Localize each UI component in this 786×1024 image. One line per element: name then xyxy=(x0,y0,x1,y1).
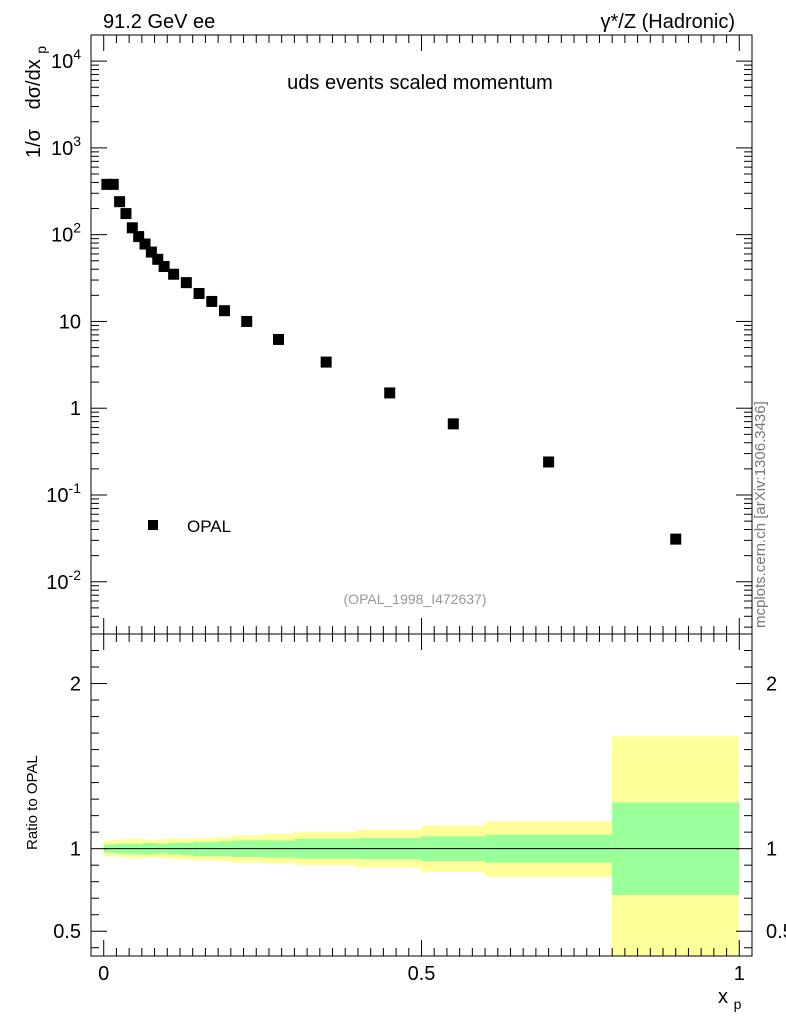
x-tick-label: 0.5 xyxy=(408,963,436,985)
y-tick-label: 104 xyxy=(51,46,81,73)
ratio-y-tick-label-left: 1 xyxy=(70,839,81,861)
main-panel-ticks: 10-2 10-1 1 10 102 103 104 xyxy=(46,34,752,634)
data-point xyxy=(133,231,145,243)
data-point xyxy=(139,238,151,250)
plot-title: uds events scaled momentum xyxy=(287,72,553,94)
side-label: mcplots.cern.ch [arXiv:1306.3436] xyxy=(752,401,769,628)
x-tick-label: 1 xyxy=(734,963,745,985)
y-label-part-a: 1/σ xyxy=(23,128,45,158)
main-panel-frame xyxy=(90,34,753,635)
ratio-y-tick-label-left: 0.5 xyxy=(53,921,81,943)
main-panel: 10-2 10-1 1 10 102 103 104 uds events scaled m… xyxy=(46,34,753,635)
data-point xyxy=(120,208,132,220)
data-point xyxy=(107,178,119,190)
legend-label: OPAL xyxy=(187,517,231,536)
data-point xyxy=(168,268,180,280)
header-left: 91.2 GeV ee xyxy=(103,11,215,33)
data-point xyxy=(218,305,230,317)
data-point xyxy=(145,246,157,258)
data-point xyxy=(670,533,682,545)
ratio-panel: 0.5 0.5 1 1 2 2 0 0.5 1 xyxy=(53,633,786,985)
ratio-bands xyxy=(103,736,740,956)
x-label-main: x xyxy=(718,986,728,1008)
ratio-panel-ticks: 0.5 0.5 1 1 2 2 0 0.5 1 xyxy=(53,634,786,985)
data-point xyxy=(206,295,218,307)
data-point xyxy=(384,387,396,399)
x-label-sub: p xyxy=(734,996,742,1012)
ratio-y-label: Ratio to OPAL xyxy=(24,755,41,850)
data-point xyxy=(126,222,138,234)
legend-marker xyxy=(148,520,158,530)
data-point xyxy=(101,178,113,190)
header-right: γ*/Z (Hadronic) xyxy=(601,11,735,33)
main-y-axis-label: 1/σ dσ/dx p xyxy=(23,46,49,158)
ratio-y-tick-label-left: 2 xyxy=(70,674,81,696)
legend: OPAL xyxy=(148,517,231,536)
data-point xyxy=(447,418,459,430)
data-point xyxy=(320,356,332,368)
data-point xyxy=(158,260,170,272)
data-points xyxy=(101,178,682,545)
y-tick-label: 10 xyxy=(59,311,81,333)
side-label-text: mcplots.cern.ch [arXiv:1306.3436] xyxy=(752,401,769,628)
ratio-y-tick-label-right: 2 xyxy=(766,674,777,696)
y-tick-label: 10-1 xyxy=(46,480,81,507)
data-point xyxy=(193,287,205,299)
y-tick-label: 102 xyxy=(51,220,81,247)
data-point xyxy=(272,333,284,345)
ratio-y-tick-label-right: 0.5 xyxy=(766,921,786,943)
svg-text:x p: x p xyxy=(718,986,742,1012)
y-tick-label: 103 xyxy=(51,133,81,160)
data-point xyxy=(152,253,164,265)
y-tick-label: 10-2 xyxy=(46,567,81,594)
ratio-y-axis-label: Ratio to OPAL xyxy=(24,755,41,850)
y-tick-label: 1 xyxy=(70,398,81,420)
x-tick-label: 0 xyxy=(98,963,109,985)
y-label-sub: p xyxy=(33,46,49,54)
data-point xyxy=(180,277,192,289)
data-point xyxy=(241,315,253,327)
data-point xyxy=(543,456,555,468)
data-point xyxy=(114,196,126,208)
y-label-part-b: dσ/dx xyxy=(23,59,45,109)
ratio-y-tick-label-right: 1 xyxy=(766,839,777,861)
svg-text:1/σ dσ/dx p: 1/σ dσ/dx p xyxy=(23,46,49,158)
x-axis-label: x p xyxy=(718,986,742,1012)
analysis-tag: (OPAL_1998_I472637) xyxy=(344,591,487,607)
ratio-panel-frame xyxy=(90,633,753,957)
